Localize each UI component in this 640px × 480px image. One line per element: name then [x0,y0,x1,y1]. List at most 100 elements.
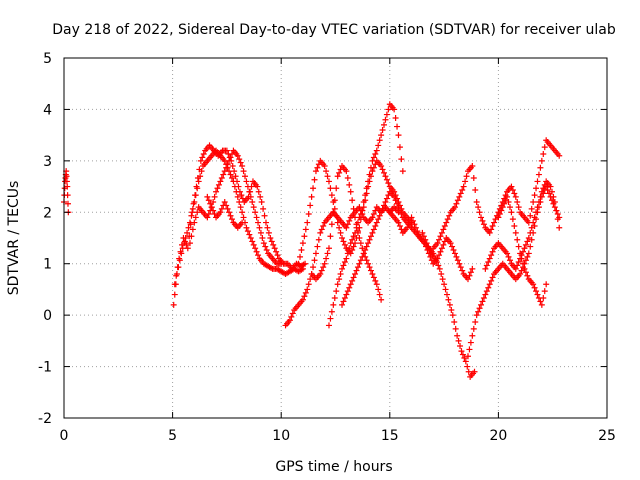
data-point [399,168,406,175]
data-point [537,164,544,171]
data-point [525,235,532,241]
data-point [381,121,388,128]
data-point [373,281,380,288]
data-point [454,197,461,204]
data-point [382,173,389,180]
data-point [464,363,471,370]
data-point [189,205,196,212]
data-point [200,151,207,157]
data-point [530,219,537,226]
data-point [478,301,485,308]
data-point [228,175,235,181]
data-point [509,187,516,193]
data-point [350,243,357,250]
data-point [190,200,197,207]
data-point [250,241,257,248]
data-point [336,169,343,176]
data-point [451,250,458,257]
data-point [381,169,388,176]
data-point [505,253,512,260]
data-point [378,163,385,169]
data-point [271,245,278,252]
data-point [534,291,541,298]
data-point [480,295,487,301]
data-point [227,154,234,161]
data-point [533,288,540,295]
data-point [218,175,225,181]
data-point [509,216,516,223]
data-point [318,267,325,274]
data-point [312,168,319,175]
data-point [508,183,515,190]
data-point [237,159,244,166]
data-point [197,157,204,164]
data-point [299,296,306,303]
x-axis-label: GPS time / hours [275,459,392,475]
data-point [262,243,269,250]
y-tick-label: 1 [43,257,52,273]
data-point [221,168,228,175]
data-point [340,238,347,245]
data-point [505,199,512,205]
data-point [234,178,241,185]
data-point [173,272,180,279]
data-point [188,233,195,240]
data-point [257,193,264,200]
y-tick-label: 3 [43,154,52,170]
data-point [353,224,360,231]
data-point [324,250,331,257]
data-point [247,235,254,241]
data-point [554,211,561,217]
data-point [346,217,353,224]
data-point [189,226,196,233]
data-point [550,193,557,200]
data-point [334,281,341,288]
data-point [455,337,462,344]
data-point [253,214,260,221]
data-point [204,193,211,200]
data-point [260,240,267,247]
data-point [473,312,480,319]
data-point [192,192,199,199]
data-point [456,193,463,200]
data-point [311,176,318,183]
data-point [362,247,369,253]
x-tick-label: 20 [489,428,507,444]
plot-frame [63,57,608,419]
data-point [328,308,335,315]
data-point [443,219,450,226]
data-point [187,221,194,228]
data-point [247,193,254,200]
data-point [299,240,306,247]
data-point [520,260,527,267]
data-point [307,202,314,209]
y-axis-label: SDTVAR / TECUs [6,181,22,296]
data-point [375,142,382,149]
data-point [537,298,544,305]
data-point [394,123,401,130]
data-point [64,192,71,199]
data-point [556,152,563,159]
data-point [538,157,545,164]
data-point [205,211,212,217]
data-point [236,199,243,205]
data-point [315,236,322,243]
data-point [344,221,351,228]
data-point [215,181,222,188]
data-point [340,298,347,305]
data-point [411,221,418,228]
data-point [457,264,464,271]
data-point [363,257,370,264]
data-point [304,286,311,293]
data-point [469,332,476,339]
data-point [378,296,385,303]
data-point [372,223,379,229]
data-point [454,332,461,339]
data-point [376,291,383,298]
x-tick-label: 0 [60,428,69,444]
data-point [357,211,364,217]
data-point [171,291,178,298]
data-point [333,212,340,219]
data-point [352,229,359,236]
data-point [262,219,269,226]
